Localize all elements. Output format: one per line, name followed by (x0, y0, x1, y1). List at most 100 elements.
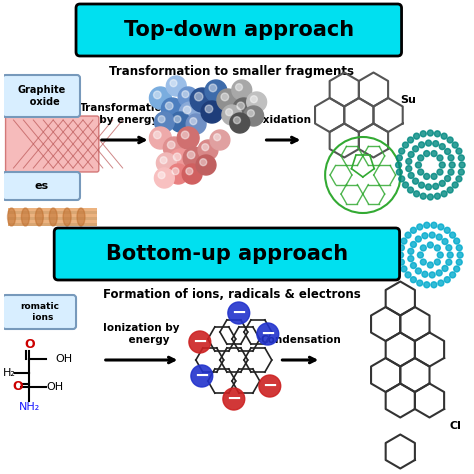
Circle shape (169, 149, 191, 171)
Circle shape (414, 133, 419, 139)
Circle shape (438, 224, 444, 230)
Circle shape (433, 141, 438, 146)
Text: O: O (12, 381, 23, 393)
FancyBboxPatch shape (8, 211, 97, 214)
Circle shape (247, 109, 255, 117)
Circle shape (445, 148, 451, 155)
Circle shape (187, 151, 195, 159)
Circle shape (156, 153, 176, 173)
Circle shape (428, 194, 433, 200)
FancyBboxPatch shape (76, 4, 401, 56)
Circle shape (417, 224, 423, 230)
Circle shape (431, 173, 437, 180)
Circle shape (217, 89, 239, 111)
Text: Oxidation: Oxidation (255, 115, 312, 125)
Circle shape (160, 157, 167, 164)
Circle shape (174, 116, 181, 123)
Circle shape (446, 259, 452, 265)
Circle shape (210, 130, 230, 150)
Circle shape (196, 155, 216, 175)
Circle shape (456, 176, 462, 182)
Circle shape (434, 245, 440, 251)
Circle shape (405, 272, 411, 278)
Circle shape (190, 118, 197, 125)
Ellipse shape (49, 208, 57, 226)
Circle shape (437, 155, 443, 161)
Circle shape (399, 148, 405, 154)
Circle shape (244, 106, 264, 126)
Text: Ionization by
    energy: Ionization by energy (103, 323, 180, 345)
Text: Su: Su (401, 95, 417, 105)
Text: O: O (24, 338, 35, 352)
Circle shape (209, 84, 217, 92)
Circle shape (456, 259, 462, 265)
Text: Transformation to smaller fragments: Transformation to smaller fragments (109, 65, 355, 78)
Circle shape (398, 252, 403, 258)
Text: Bottom-up approach: Bottom-up approach (106, 244, 348, 264)
Circle shape (172, 168, 179, 175)
Text: OH: OH (55, 354, 73, 364)
Circle shape (410, 277, 416, 283)
Circle shape (444, 228, 450, 233)
Circle shape (410, 241, 417, 247)
Ellipse shape (8, 208, 16, 226)
Circle shape (200, 159, 207, 166)
Circle shape (412, 146, 419, 152)
Circle shape (405, 232, 411, 238)
Circle shape (449, 162, 455, 168)
Circle shape (149, 87, 171, 109)
Circle shape (189, 331, 211, 353)
Text: Cl: Cl (449, 421, 461, 431)
Circle shape (447, 137, 453, 143)
Circle shape (448, 155, 454, 161)
Circle shape (445, 175, 451, 182)
Text: romatic
  ions: romatic ions (20, 302, 59, 322)
Circle shape (198, 140, 218, 160)
Circle shape (414, 191, 419, 197)
Circle shape (422, 233, 428, 239)
Circle shape (406, 165, 412, 172)
Text: −: − (226, 390, 241, 408)
Circle shape (419, 142, 425, 148)
Circle shape (181, 131, 189, 139)
Circle shape (236, 84, 243, 91)
Text: −: − (194, 367, 210, 385)
Circle shape (439, 144, 445, 150)
Ellipse shape (21, 208, 29, 226)
Circle shape (415, 162, 421, 168)
Text: es: es (34, 181, 48, 191)
Circle shape (418, 169, 424, 175)
Circle shape (458, 155, 464, 161)
Circle shape (408, 137, 413, 143)
Circle shape (428, 130, 433, 136)
Circle shape (165, 102, 173, 110)
Circle shape (454, 238, 460, 244)
Text: H₂: H₂ (3, 368, 16, 378)
Circle shape (401, 238, 407, 244)
Circle shape (408, 152, 414, 157)
Circle shape (415, 236, 421, 242)
Circle shape (182, 164, 202, 184)
Circle shape (183, 147, 205, 169)
Circle shape (396, 155, 402, 161)
Circle shape (415, 268, 421, 274)
Circle shape (428, 242, 433, 248)
Circle shape (434, 259, 440, 265)
Circle shape (158, 116, 165, 123)
Circle shape (396, 162, 401, 168)
Circle shape (422, 271, 428, 277)
Circle shape (233, 98, 255, 120)
Circle shape (436, 270, 442, 276)
Circle shape (168, 164, 188, 184)
Circle shape (442, 265, 448, 272)
Circle shape (237, 102, 245, 110)
Circle shape (154, 131, 161, 139)
Circle shape (439, 181, 445, 186)
Circle shape (408, 187, 413, 193)
Ellipse shape (36, 208, 43, 226)
Circle shape (410, 263, 417, 269)
Circle shape (420, 245, 426, 251)
Ellipse shape (63, 208, 71, 226)
Text: −: − (192, 333, 208, 351)
Circle shape (448, 169, 454, 175)
